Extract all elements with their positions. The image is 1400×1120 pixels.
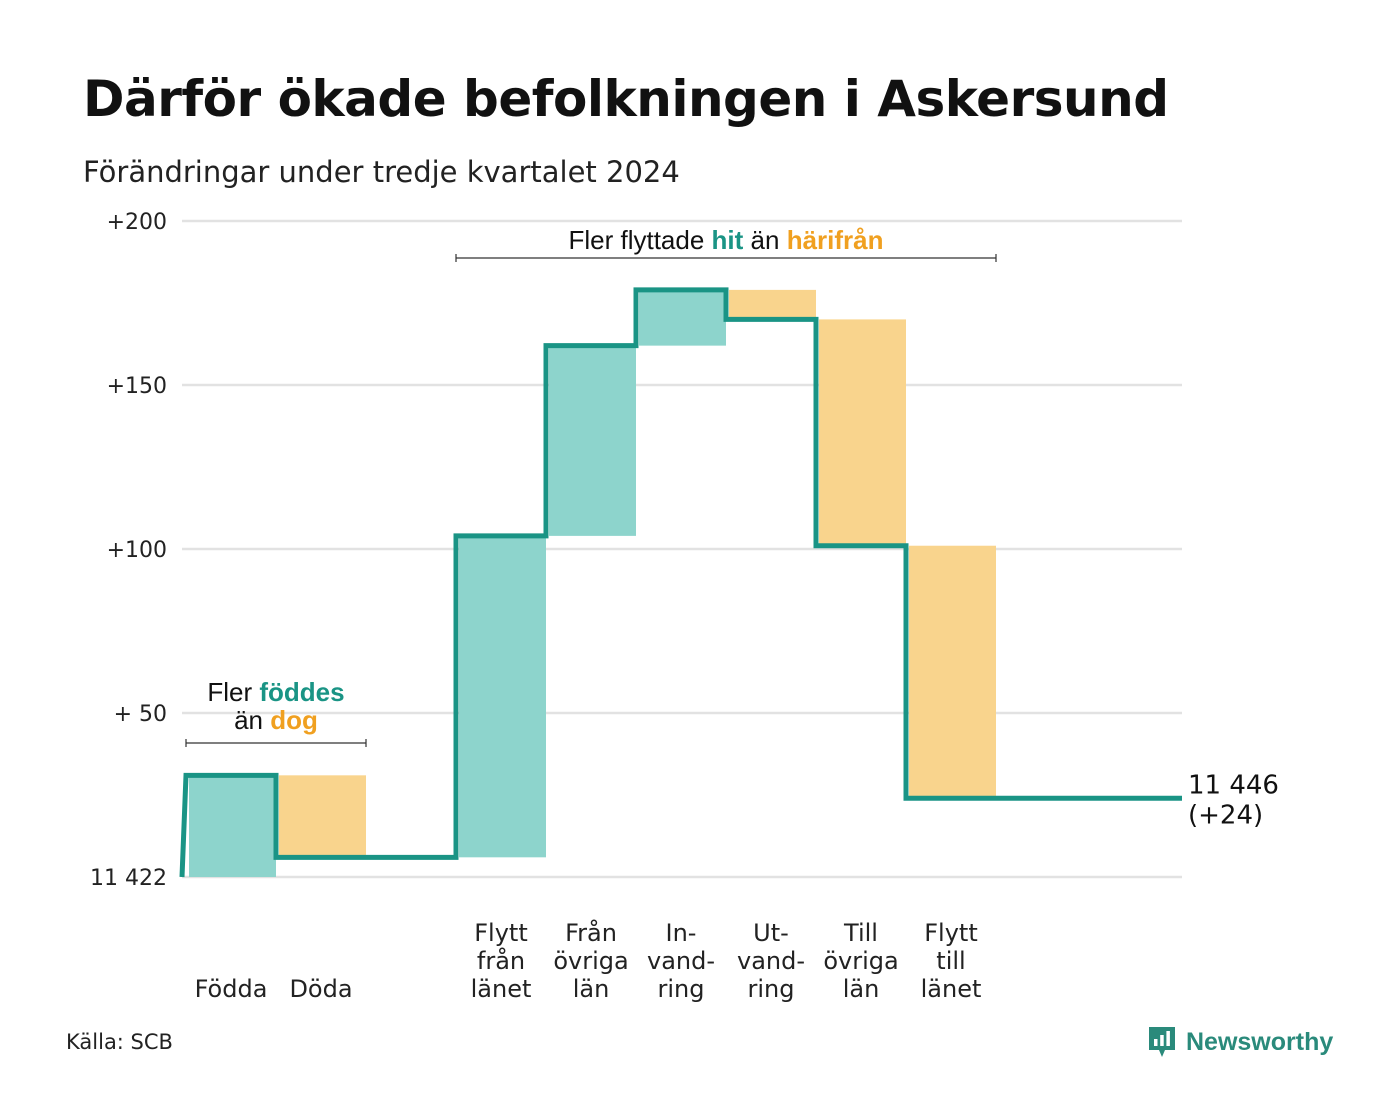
cumulative-line [179, 287, 1182, 878]
source-note: Källa: SCB [66, 1030, 173, 1054]
x-category-label: Flytt från länet [471, 919, 532, 1003]
waterfall-bar [549, 345, 636, 536]
waterfall-bar [279, 775, 366, 858]
end-change-label: (+24) [1188, 800, 1263, 830]
newsworthy-logo-icon [1149, 1027, 1175, 1057]
annotation-text: Fler föddes [207, 677, 344, 707]
chart-subtitle: Förändringar under tredje kvartalet 2024 [83, 155, 680, 189]
waterfall-bar [459, 535, 546, 858]
waterfall-bar [819, 319, 906, 546]
waterfall-bar [729, 289, 816, 320]
annotation-text: än dog [234, 705, 318, 735]
y-tick-label: +100 [107, 538, 167, 563]
waterfall-bar [909, 545, 996, 799]
y-tick-label: +150 [107, 374, 167, 399]
x-category-label: Döda [289, 975, 352, 1003]
x-category-label: Flytt till länet [921, 919, 982, 1003]
x-category-label: Ut-vand-ring [737, 919, 805, 1003]
x-category-label: Födda [195, 975, 268, 1003]
newsworthy-logo-text: Newsworthy [1186, 1027, 1334, 1056]
y-tick-label: + 50 [114, 702, 167, 727]
end-value-label: 11 446 [1188, 770, 1279, 800]
waterfall-bar [189, 775, 276, 877]
y-tick-label: +200 [107, 210, 167, 235]
waterfall-bar [639, 289, 726, 346]
waterfall-chart: 11 422 + 50 +100 +150 +200 Födda Döda Flytt från… [90, 210, 1279, 1003]
x-category-label: Från övriga län [553, 918, 628, 1003]
y-tick-label: 11 422 [90, 866, 167, 891]
annotation-text: Fler flyttade hit än härifrån [568, 225, 883, 255]
x-category-label: In-vand-ring [647, 919, 715, 1003]
newsworthy-logo: Newsworthy [1146, 1024, 1333, 1060]
chart-title: Därför ökade befolkningen i Askersund [83, 70, 1169, 128]
x-category-label: Till övriga län [823, 919, 898, 1003]
